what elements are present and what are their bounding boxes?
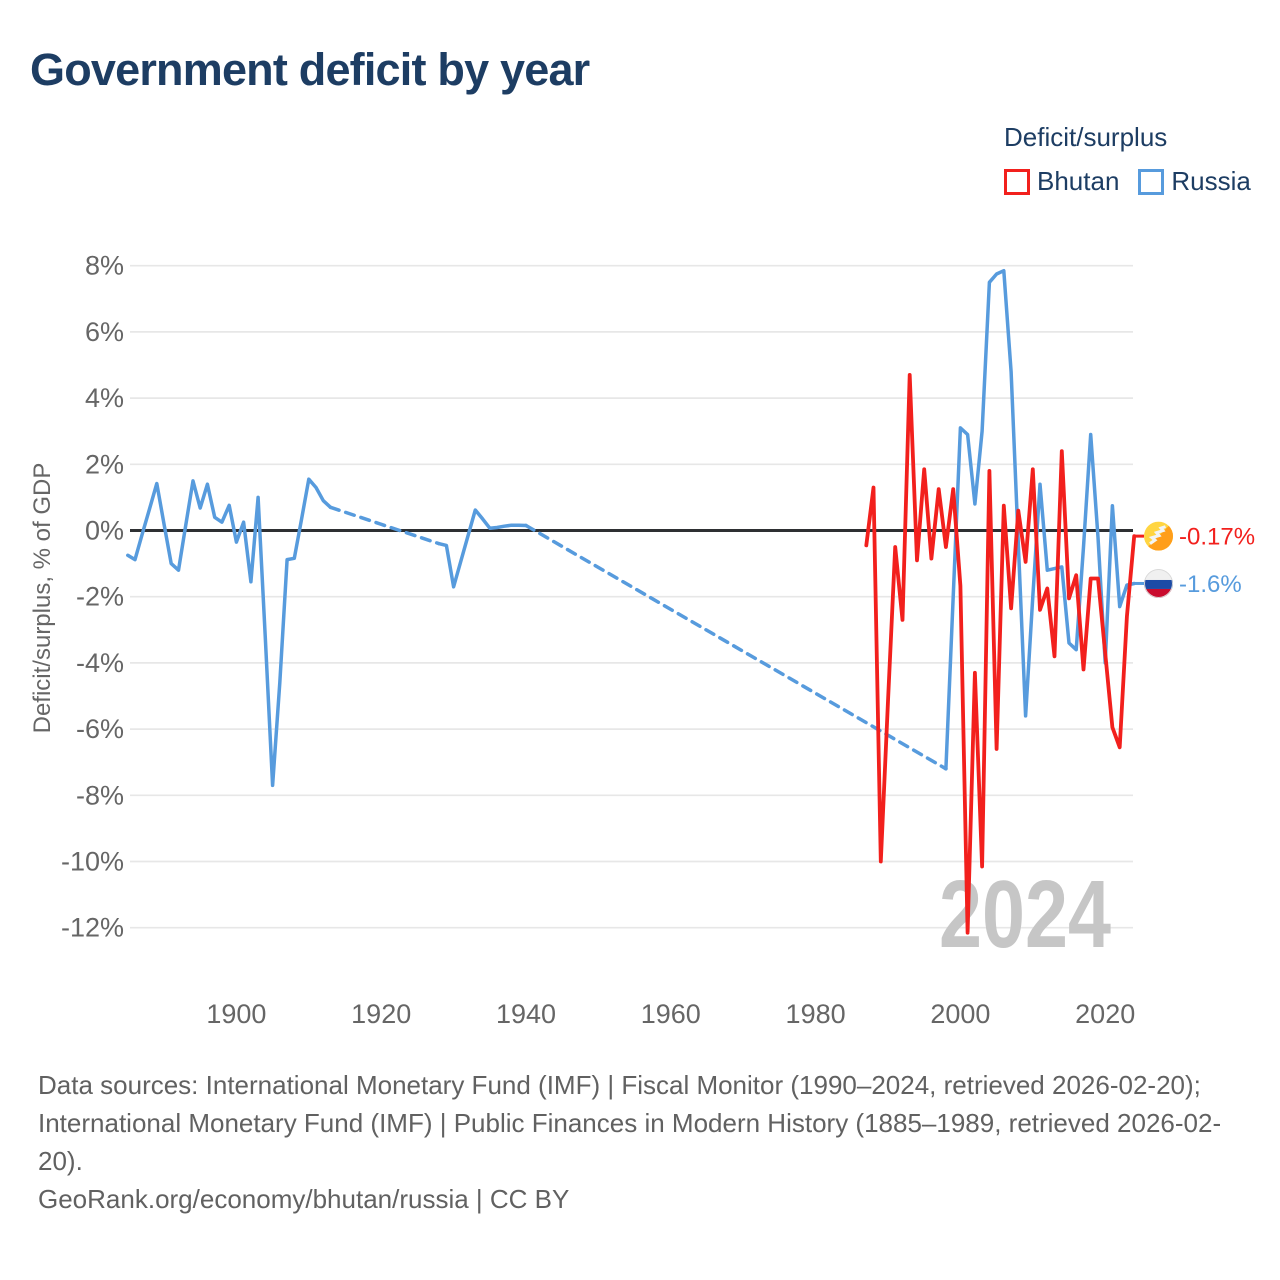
bhutan-swatch-icon — [1004, 168, 1030, 195]
x-tick-label: 2000 — [930, 999, 990, 1029]
footer-source-note: Data sources: International Monetary Fun… — [38, 1066, 1221, 1218]
y-tick-label: 0% — [85, 516, 124, 546]
legend-item-bhutan[interactable]: Bhutan — [1004, 166, 1119, 197]
russia-line[interactable] — [524, 523, 948, 771]
y-tick-label: -8% — [76, 780, 124, 810]
y-tick-label: 4% — [85, 383, 124, 413]
y-tick-label: -2% — [76, 582, 124, 612]
x-tick-label: 1920 — [351, 999, 411, 1029]
russia-line[interactable] — [126, 477, 333, 788]
russia-line[interactable] — [437, 508, 528, 589]
x-tick-label: 2020 — [1075, 999, 1135, 1029]
footer-line: Data sources: International Monetary Fun… — [38, 1070, 1201, 1100]
bhutan-flag-icon — [1144, 521, 1173, 551]
bhutan-end-label[interactable]: -0.17% — [1179, 524, 1255, 551]
y-tick-label: -12% — [61, 913, 124, 943]
x-tick-label: 1980 — [786, 999, 846, 1029]
x-tick-label: 1940 — [496, 999, 556, 1029]
russia-swatch-icon — [1138, 168, 1165, 195]
y-axis-title: Deficit/surplus, % of GDP — [29, 463, 56, 734]
y-tick-label: -6% — [76, 714, 124, 744]
x-tick-label: 1960 — [641, 999, 701, 1029]
legend-title: Deficit/surplus — [1004, 122, 1168, 152]
legend: Deficit/surplus Bhutan Russia — [1004, 122, 1251, 197]
footer-line: International Monetary Fund (IMF) | Publ… — [38, 1108, 1222, 1138]
footer-line: GeoRank.org/economy/bhutan/russia | CC B… — [38, 1184, 570, 1214]
footer-line: 20). — [38, 1146, 83, 1176]
y-tick-label: 2% — [85, 449, 124, 479]
legend-label-russia: Russia — [1171, 166, 1251, 196]
page-title: Government deficit by year — [30, 44, 590, 95]
y-tick-label: -4% — [76, 648, 124, 678]
russia-end-label[interactable]: -1.6% — [1179, 571, 1242, 598]
bhutan-line[interactable] — [864, 373, 1137, 935]
russia-line[interactable] — [328, 505, 441, 546]
y-tick-label: 8% — [85, 251, 124, 281]
russia-flag-icon — [1144, 568, 1173, 598]
x-tick-label: 1900 — [206, 999, 266, 1029]
legend-item-russia[interactable]: Russia — [1138, 166, 1251, 197]
y-tick-label: 6% — [85, 317, 124, 347]
legend-label-bhutan: Bhutan — [1037, 166, 1120, 196]
y-tick-label: -10% — [61, 847, 124, 877]
